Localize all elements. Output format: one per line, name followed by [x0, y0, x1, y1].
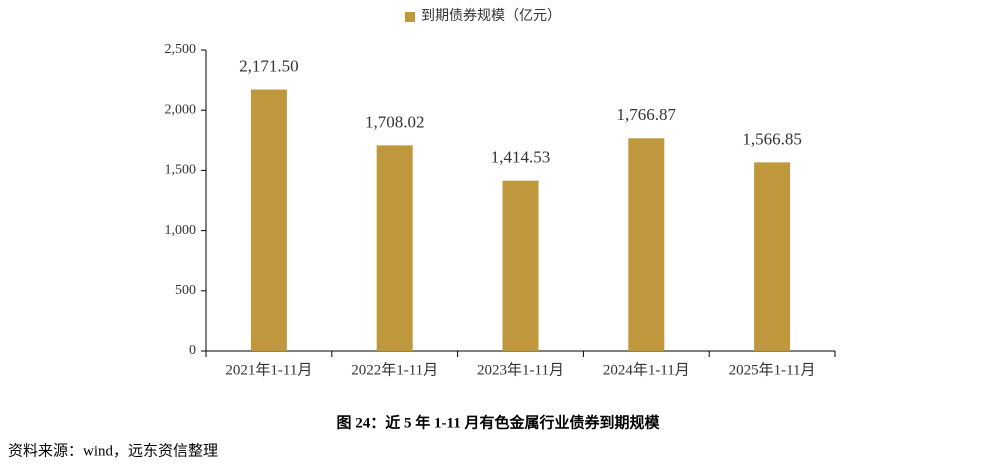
bar	[628, 138, 665, 351]
y-tick-label: 2,000	[165, 102, 197, 117]
legend-label: 到期债券规模（亿元）	[421, 8, 561, 24]
chart-caption: 图 24：近 5 年 1-11 月有色金属行业债券到期规模	[337, 413, 661, 431]
data-label: 1,566.85	[742, 129, 802, 148]
bar	[754, 162, 791, 351]
y-tick-label: 500	[175, 283, 196, 298]
bar	[250, 89, 287, 352]
bar	[376, 145, 413, 351]
x-tick-label: 2022年1-11月	[351, 361, 438, 378]
source-note: 资料来源：wind，远东资信整理	[8, 442, 218, 459]
data-label: 1,766.87	[617, 105, 677, 124]
data-label: 2,171.50	[239, 56, 299, 75]
y-tick-label: 1,500	[165, 163, 197, 178]
y-tick-label: 1,000	[165, 223, 197, 238]
y-tick-label: 0	[189, 343, 196, 358]
bar	[502, 180, 539, 351]
legend-swatch	[405, 12, 415, 22]
data-label: 1,708.02	[365, 112, 425, 131]
y-tick-label: 2,500	[165, 42, 197, 57]
x-tick-label: 2024年1-11月	[603, 361, 690, 378]
x-tick-label: 2023年1-11月	[477, 361, 564, 378]
x-tick-label: 2025年1-11月	[729, 361, 816, 378]
x-tick-label: 2021年1-11月	[225, 361, 312, 378]
data-label: 1,414.53	[491, 148, 551, 167]
